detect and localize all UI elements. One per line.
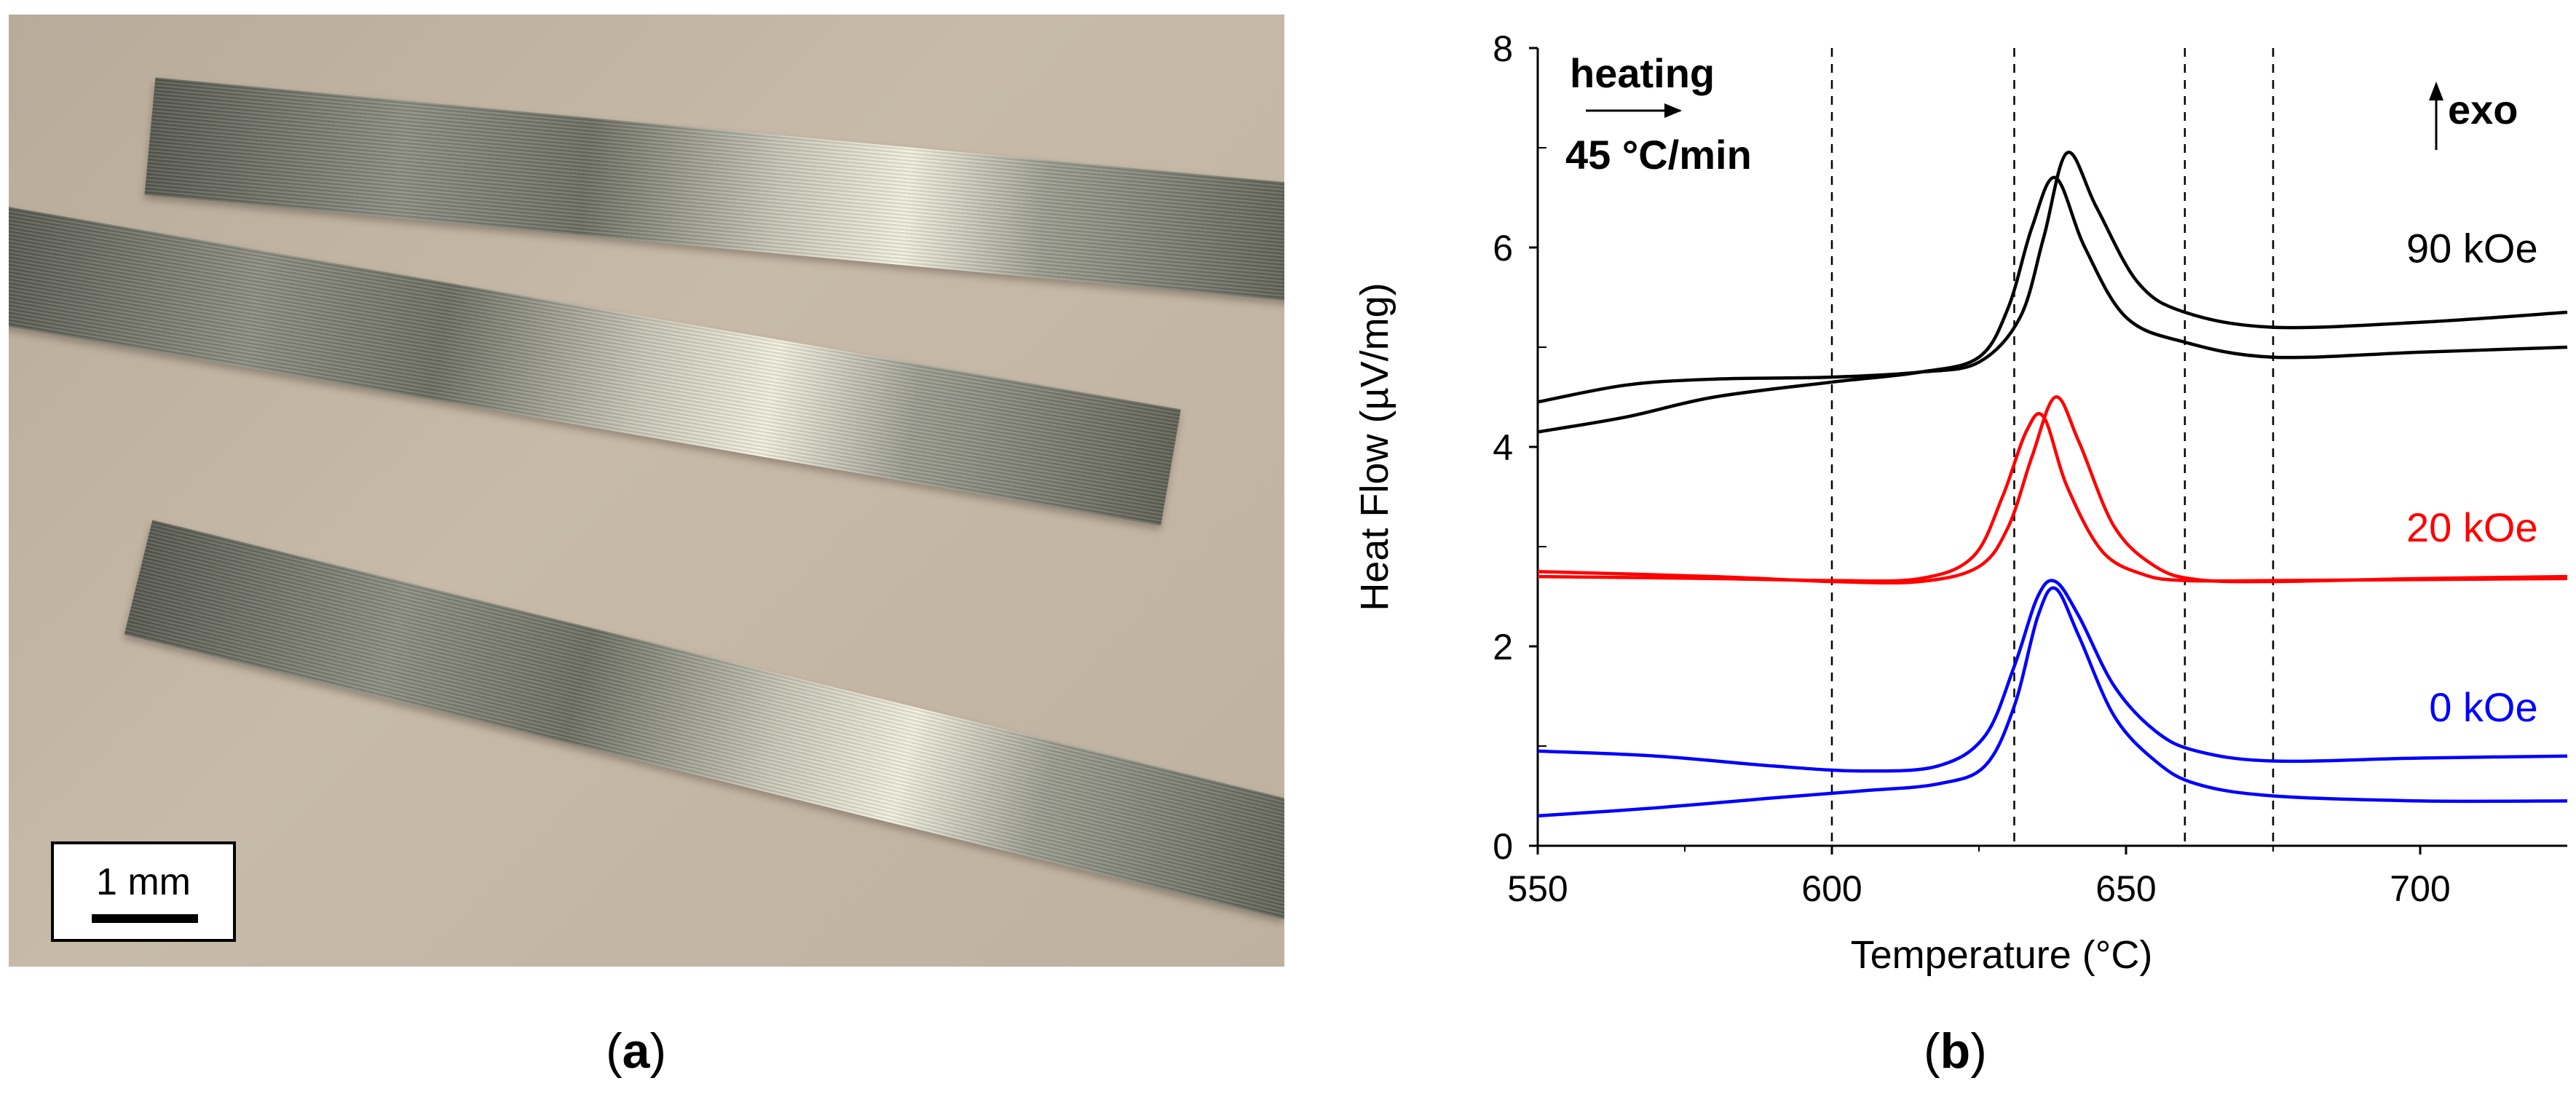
- y-tick-label: 0: [1493, 826, 1513, 867]
- curve-label: 0 kOe: [2429, 684, 2537, 730]
- x-tick-label: 700: [2390, 868, 2450, 909]
- series-line: [1537, 579, 2568, 773]
- reference-lines: [1830, 48, 2275, 846]
- x-tick-label: 550: [1507, 868, 1568, 909]
- heating-rate-label: 45 °C/min: [1565, 132, 1752, 178]
- curve-label: 90 kOe: [2406, 226, 2538, 271]
- dsc-chart: 0 2 4 6 8 550 600 650 700 Temperature (°C) Heat Fl…: [1353, 28, 2568, 977]
- curve-labels: 90 kOe 20 kOe 0 kOe: [2406, 226, 2538, 730]
- x-axis-label: Temperature (°C): [1851, 933, 2153, 977]
- ribbon-photo: 1 mm: [9, 15, 1284, 967]
- scale-bar: 1 mm: [51, 841, 236, 942]
- series-line: [1537, 151, 2568, 404]
- y-axis-label: Heat Flow (µV/mg): [1353, 282, 1396, 611]
- curve-label: 20 kOe: [2406, 504, 2538, 550]
- series-line: [1537, 395, 2568, 585]
- y-tick-label: 4: [1493, 427, 1513, 468]
- axes: 0 2 4 6 8 550 600 650 700 Temperature (°C) Heat Fl…: [1353, 28, 2567, 977]
- scale-bar-label: 1 mm: [96, 861, 191, 903]
- x-tick-label: 600: [1801, 868, 1862, 909]
- series: [1537, 151, 2568, 818]
- heating-arrow-head: [1664, 103, 1682, 118]
- y-tick-label: 2: [1493, 627, 1513, 667]
- series-line: [1537, 411, 2568, 583]
- y-tick-label: 8: [1493, 28, 1513, 69]
- series-line: [1537, 586, 2568, 818]
- ribbon-sample: [124, 520, 1284, 919]
- exo-label: exo: [2448, 87, 2518, 132]
- series-line: [1537, 175, 2568, 434]
- heating-label: heating: [1570, 50, 1715, 96]
- panel-label-b: (b): [1924, 1023, 1987, 1079]
- annotations: heating 45 °C/min exo: [1565, 50, 2518, 178]
- panel-label-a: (a): [606, 1023, 667, 1079]
- y-tick-label: 6: [1493, 228, 1513, 269]
- x-tick-label: 650: [2095, 868, 2156, 909]
- exo-arrow-head: [2429, 82, 2443, 100]
- scale-bar-line: [92, 914, 198, 923]
